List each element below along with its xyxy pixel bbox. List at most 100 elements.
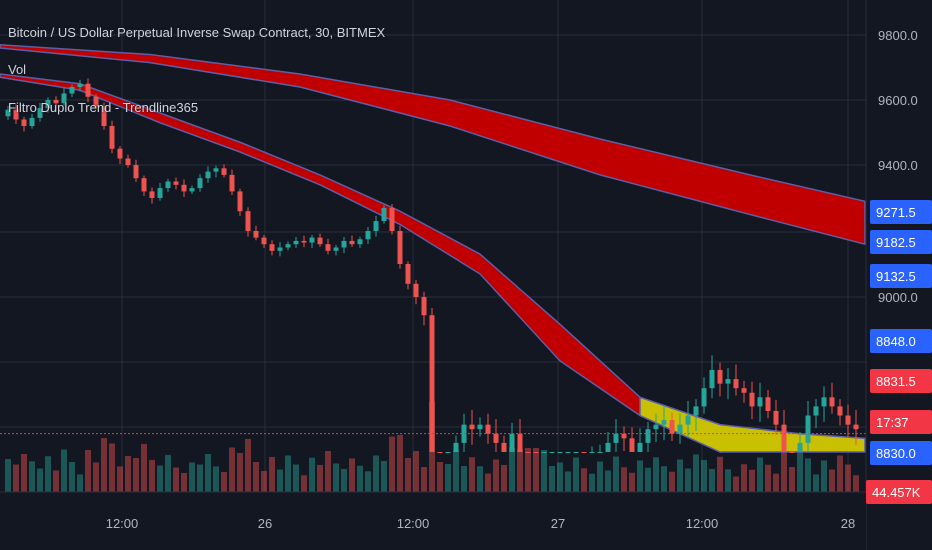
volume-bar bbox=[477, 466, 483, 492]
price-tag-label: 9132.5 bbox=[876, 269, 916, 284]
volume-bar bbox=[325, 451, 331, 492]
volume-bar bbox=[573, 457, 579, 492]
candle-body bbox=[693, 406, 699, 416]
price-tick-label: 9600.0 bbox=[878, 93, 918, 108]
candle-body bbox=[669, 420, 675, 434]
candle-body bbox=[421, 297, 427, 316]
candle-body bbox=[549, 452, 555, 453]
volume-bar bbox=[445, 464, 451, 492]
volume-bar bbox=[829, 469, 835, 492]
volume-bar bbox=[357, 465, 363, 492]
candle-body bbox=[13, 109, 19, 120]
volume-bar bbox=[789, 467, 795, 492]
time-tick-label: 12:00 bbox=[686, 516, 719, 531]
candle-body bbox=[501, 442, 507, 452]
time-tick-label: 28 bbox=[841, 516, 855, 531]
price-tag-7 bbox=[866, 480, 932, 504]
candle-body bbox=[333, 247, 339, 251]
volume-bar bbox=[605, 470, 611, 492]
price-tick-label: 9000.0 bbox=[878, 290, 918, 305]
candle-body bbox=[533, 452, 539, 453]
volume-bar bbox=[213, 466, 219, 492]
volume-bar bbox=[205, 454, 211, 492]
volume-bar bbox=[117, 466, 123, 492]
price-tag-3 bbox=[870, 329, 932, 353]
chart-title: Bitcoin / US Dollar Perpetual Inverse Sw… bbox=[8, 25, 386, 40]
candle-body bbox=[749, 392, 755, 407]
volume-bar bbox=[37, 468, 43, 492]
volume-bar bbox=[125, 456, 131, 492]
candle-body bbox=[37, 108, 43, 118]
candle-body bbox=[637, 442, 643, 452]
volume-bar bbox=[621, 467, 627, 492]
volume-bar bbox=[589, 473, 595, 492]
time-axis[interactable] bbox=[0, 492, 866, 550]
candle-body bbox=[397, 231, 403, 264]
volume-bar bbox=[581, 468, 587, 492]
volume-bars bbox=[5, 402, 859, 492]
volume-bar bbox=[805, 458, 811, 492]
volume-bar bbox=[61, 449, 67, 492]
candle-body bbox=[677, 424, 683, 434]
indicator-vol-label[interactable]: Vol bbox=[8, 62, 27, 77]
volume-bar bbox=[837, 455, 843, 492]
volume-bar bbox=[453, 450, 459, 492]
candle-body bbox=[245, 211, 251, 231]
candle-body bbox=[405, 264, 411, 284]
price-tag-0 bbox=[870, 200, 932, 224]
candle-body bbox=[717, 369, 723, 384]
candle-body bbox=[301, 240, 307, 243]
candle-body bbox=[157, 188, 163, 198]
volume-bar bbox=[533, 448, 539, 492]
candle-body bbox=[789, 452, 795, 453]
time-tick-label: 26 bbox=[258, 516, 272, 531]
candle-body bbox=[837, 406, 843, 416]
volume-bar bbox=[293, 464, 299, 492]
price-tag-4 bbox=[870, 369, 932, 393]
volume-bar bbox=[813, 474, 819, 492]
volume-bar bbox=[69, 462, 75, 492]
candle-body bbox=[5, 109, 11, 117]
volume-bar bbox=[421, 467, 427, 492]
volume-bar bbox=[253, 462, 259, 492]
candle-body bbox=[829, 397, 835, 407]
price-tag-label: 8830.0 bbox=[876, 446, 916, 461]
candle-body bbox=[821, 397, 827, 407]
volume-bar bbox=[141, 444, 147, 492]
volume-bar bbox=[437, 462, 443, 492]
volume-bar bbox=[645, 467, 651, 492]
volume-bar bbox=[613, 456, 619, 492]
time-tick-label: 12:00 bbox=[106, 516, 139, 531]
price-tag-1 bbox=[870, 230, 932, 254]
candle-body bbox=[237, 191, 243, 212]
candle-body bbox=[613, 433, 619, 443]
volume-bar bbox=[21, 454, 27, 492]
volume-bar bbox=[373, 455, 379, 492]
volume-bar bbox=[597, 461, 603, 492]
volume-bar bbox=[5, 459, 11, 492]
volume-bar bbox=[229, 447, 235, 492]
candle-body bbox=[21, 119, 27, 126]
candle-body bbox=[381, 207, 387, 222]
candle-body bbox=[261, 237, 267, 245]
candle-body bbox=[117, 148, 123, 159]
candle-body bbox=[197, 178, 203, 189]
candle-body bbox=[61, 93, 67, 104]
volume-bar bbox=[29, 461, 35, 492]
candle-body bbox=[509, 433, 515, 452]
volume-bar bbox=[733, 476, 739, 492]
candle-body bbox=[205, 171, 211, 179]
volume-bar bbox=[661, 466, 667, 492]
candle-body bbox=[181, 184, 187, 192]
price-tag-label: 9182.5 bbox=[876, 235, 916, 250]
volume-bar bbox=[485, 473, 491, 492]
indicator-trend-label[interactable]: Filtro Duplo Trend - Trendline365 bbox=[8, 100, 199, 115]
candle-body bbox=[29, 117, 35, 126]
candle-body bbox=[765, 397, 771, 411]
candle-body bbox=[485, 424, 491, 434]
candle-body bbox=[101, 106, 107, 126]
candle-body bbox=[589, 452, 595, 453]
volume-bar bbox=[341, 469, 347, 492]
